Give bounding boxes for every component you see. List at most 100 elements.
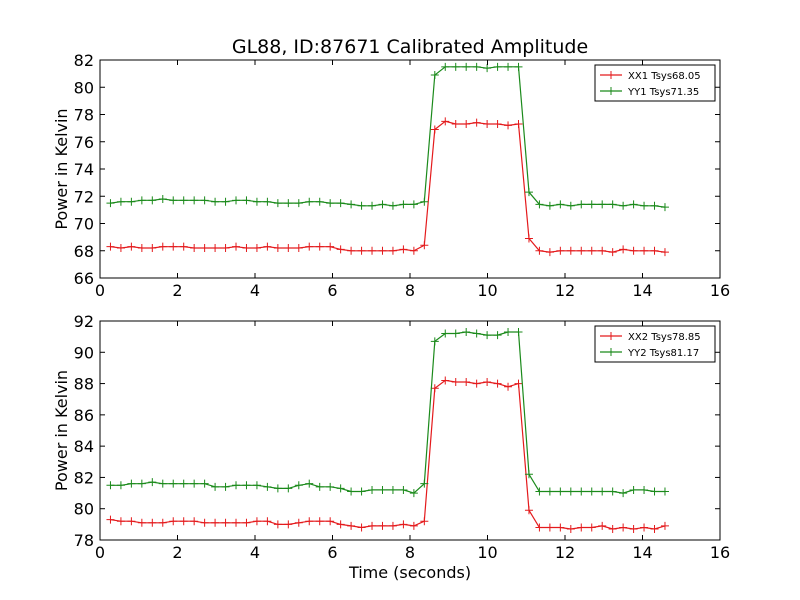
data-point [451, 62, 460, 71]
data-point [650, 246, 659, 255]
data-point [221, 482, 230, 491]
x-tick-label: 8 [405, 281, 415, 300]
data-point [535, 487, 544, 496]
data-point [545, 201, 554, 210]
data-point [566, 525, 575, 534]
data-point [357, 487, 366, 496]
data-point [420, 517, 429, 526]
y-tick-label: 84 [74, 437, 94, 456]
data-point [504, 327, 513, 336]
data-point [388, 485, 397, 494]
data-point [556, 246, 565, 255]
data-point [493, 331, 502, 340]
data-point [347, 200, 356, 209]
legend-label: YY2 Tsys81.17 [627, 348, 699, 359]
data-point [326, 482, 335, 491]
data-point [127, 479, 136, 488]
data-point [116, 244, 125, 253]
data-point [315, 242, 324, 251]
data-point [441, 376, 450, 385]
data-point [263, 517, 272, 526]
data-point [587, 487, 596, 496]
data-point [221, 244, 230, 253]
data-point [305, 242, 314, 251]
data-point [472, 62, 481, 71]
data-point [504, 121, 513, 130]
data-point [640, 523, 649, 532]
legend [594, 325, 716, 363]
data-point [451, 329, 460, 338]
data-point [127, 197, 136, 206]
data-point [200, 196, 209, 205]
data-point [524, 506, 533, 515]
data-point [148, 518, 157, 527]
data-point [462, 120, 471, 129]
data-point [116, 481, 125, 490]
data-point [462, 62, 471, 71]
legend-marker [607, 348, 615, 356]
data-point [566, 487, 575, 496]
data-point [169, 196, 178, 205]
legend-marker [607, 87, 615, 95]
data-point [483, 378, 492, 387]
x-tick-label: 4 [250, 281, 260, 300]
data-point [252, 481, 261, 490]
x-tick-label: 6 [327, 543, 337, 562]
data-point [106, 481, 115, 490]
data-point [378, 200, 387, 209]
data-point [577, 246, 586, 255]
data-point [430, 125, 439, 134]
data-point [211, 482, 220, 491]
data-point [472, 329, 481, 338]
data-point [232, 481, 241, 490]
y-tick-label: 78 [74, 106, 94, 125]
x-tick-label: 4 [250, 543, 260, 562]
data-point [211, 197, 220, 206]
data-point [200, 244, 209, 253]
data-point [252, 197, 261, 206]
x-tick-label: 10 [477, 281, 497, 300]
data-point [587, 246, 596, 255]
data-point [566, 246, 575, 255]
series-line-1 [110, 120, 666, 253]
data-point [608, 200, 617, 209]
data-point [650, 201, 659, 210]
data-point [483, 120, 492, 129]
data-point [148, 244, 157, 253]
y-axis-label: Power in Kelvin [52, 108, 71, 229]
data-point [409, 489, 418, 498]
data-point [598, 487, 607, 496]
data-point [211, 244, 220, 253]
legend-label: XX2 Tsys78.85 [628, 332, 701, 343]
data-point [211, 518, 220, 527]
y-tick-label: 86 [74, 406, 94, 425]
data-point [252, 244, 261, 253]
data-point [190, 244, 199, 253]
y-tick-label: 82 [74, 51, 94, 70]
data-point [650, 487, 659, 496]
y-tick-label: 80 [74, 500, 94, 519]
data-point [556, 200, 565, 209]
data-point [524, 470, 533, 479]
data-point [326, 242, 335, 251]
x-tick-label: 10 [477, 543, 497, 562]
data-point [148, 196, 157, 205]
data-point [545, 487, 554, 496]
data-point [462, 378, 471, 387]
data-point [357, 201, 366, 210]
data-point [629, 525, 638, 534]
x-tick-label: 16 [710, 543, 730, 562]
data-point [116, 197, 125, 206]
x-tick-label: 6 [327, 281, 337, 300]
y-tick-label: 76 [74, 133, 94, 152]
data-point [232, 518, 241, 527]
data-point [315, 517, 324, 526]
data-point [305, 479, 314, 488]
data-point [169, 517, 178, 526]
data-point [357, 523, 366, 532]
data-point [263, 482, 272, 491]
data-point [294, 518, 303, 527]
data-point [619, 489, 628, 498]
y-tick-label: 72 [74, 187, 94, 206]
